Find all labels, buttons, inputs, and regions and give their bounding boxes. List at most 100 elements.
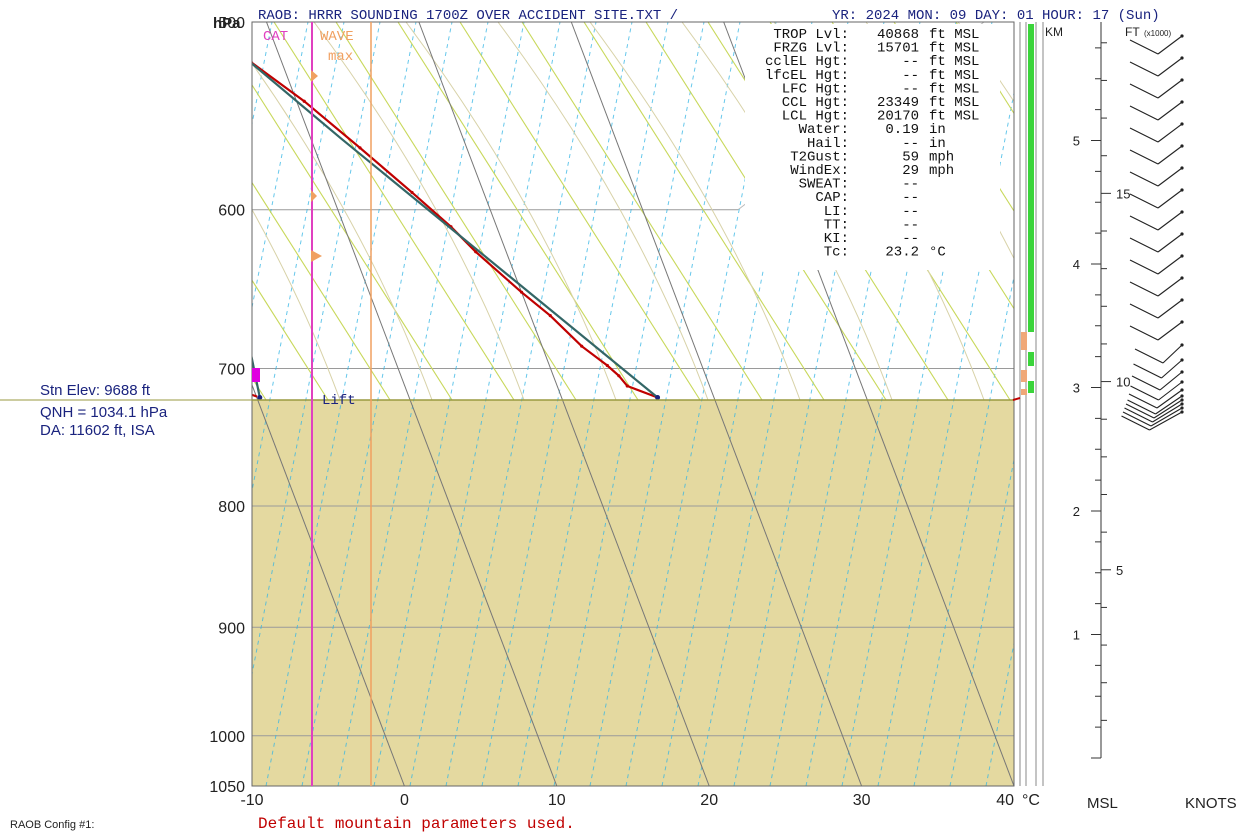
wind-barb [1129,298,1184,319]
series-point [302,99,306,103]
index-unit: ft MSL [929,81,979,97]
mixing-ratio-line [373,22,525,786]
index-label: Hail: [807,136,849,152]
index-value: -- [902,54,919,70]
series-point [26,61,29,64]
index-label: Water: [799,122,849,138]
series-point [474,250,478,254]
ft-axis-label: FT [1125,25,1140,39]
km-tick-label: 1 [1073,628,1080,643]
series-point [605,363,609,368]
index-value: -- [902,217,919,233]
wind-barb [1129,144,1184,165]
series-point [181,340,184,343]
series-point [100,225,103,228]
moist-adiabat-line [1050,22,1250,400]
dry-adiabat-line [583,22,825,401]
green-bar [1028,24,1034,332]
wind-barb [1131,370,1184,391]
cat-label: CAT [263,29,288,45]
index-label: LI: [824,204,849,220]
index-value: 23349 [877,95,919,111]
y-unit-label: hPa [213,15,241,32]
series-point [63,155,66,158]
index-label: CCL Hgt: [782,95,849,111]
mixing-ratio-line [1166,22,1250,786]
plot-border [251,21,1015,787]
moist-adiabat-line [497,22,709,401]
orange-bar [1021,332,1027,350]
dry-adiabat-line [1204,22,1250,400]
wave-marker [311,250,322,262]
knots-label: KNOTS [1185,795,1237,812]
wind-barb [1129,78,1184,99]
mixing-ratio-line [589,22,741,786]
index-unit: mph [929,163,954,179]
dry-adiabat-line [252,181,391,401]
dry-adiabat-line [0,22,18,400]
isotherm [252,383,405,786]
index-label: KI: [824,231,849,247]
index-value: -- [902,204,919,220]
config-label: RAOB Config #1: [10,819,94,831]
ft-tick-label: 10 [1116,375,1130,390]
index-value: 15701 [877,41,919,57]
dry-adiabat-line [252,279,329,401]
km-tick-label: 3 [1073,381,1080,396]
series-line-3 [252,62,659,399]
temperature-tick-label: 10 [548,792,566,809]
chart-date: YR: 2024 MON: 09 DAY: 01 HOUR: 17 (Sun) [832,8,1160,24]
moist-adiabat-line [589,22,801,401]
wind-barb [1129,254,1184,275]
temperature-tick-label: -10 [240,792,263,809]
pressure-tick-label: 500 [218,15,245,32]
station-density-altitude: DA: 11602 ft, ISA [40,422,155,439]
index-value: 59 [902,149,919,165]
wind-barb [1122,406,1184,427]
dry-adiabat-line [1080,22,1250,400]
index-value: 40868 [877,27,919,43]
dry-adiabat-line [1142,22,1250,400]
station-qnh: QNH = 1034.1 hPa [40,404,168,421]
sounding-series [26,60,661,400]
green-bar [1028,381,1034,393]
temperature-tick-label: 40 [996,792,1014,809]
lift-label: Lift [322,393,356,409]
index-label: Tc: [824,245,849,261]
indices-panel-bg [745,24,1000,270]
x-unit-label: °C [1022,792,1040,809]
index-value: 0.19 [885,122,919,138]
mixing-ratio-line [301,22,453,786]
km-tick-label: 5 [1073,134,1080,149]
wave-marker [311,190,317,202]
index-value: 20170 [877,109,919,125]
index-label: lfcEL Hgt: [765,68,849,84]
ft-tick-label: 5 [1116,563,1123,578]
mixing-ratio-line [0,22,20,786]
wind-barb [1134,343,1184,364]
dry-adiabat-line [0,22,80,400]
skewed-isotherms [252,22,1014,786]
series-point [196,359,199,362]
dry-adiabat-line [252,83,453,401]
index-label: WindEx: [790,163,849,179]
index-label: LFC Hgt: [782,81,849,97]
pressure-tick-label: 1000 [209,729,245,746]
series-point [548,314,552,318]
index-value: -- [902,177,919,193]
wind-barb [1129,188,1184,209]
index-value: -- [902,190,919,206]
wind-barb [1121,410,1184,431]
isotherm [266,22,558,786]
surface-point [655,394,661,400]
wind-barb [1124,402,1184,423]
mixing-ratio-line [553,22,705,786]
moist-adiabat-line [38,22,248,400]
dry-adiabat-line [1018,22,1250,400]
pressure-tick-label: 800 [218,499,245,516]
index-value: -- [902,68,919,84]
temperature-tick-label: 20 [700,792,718,809]
cat-marker [252,368,260,382]
wave-label: WAVE [320,29,354,45]
series-line-1 [252,61,658,399]
